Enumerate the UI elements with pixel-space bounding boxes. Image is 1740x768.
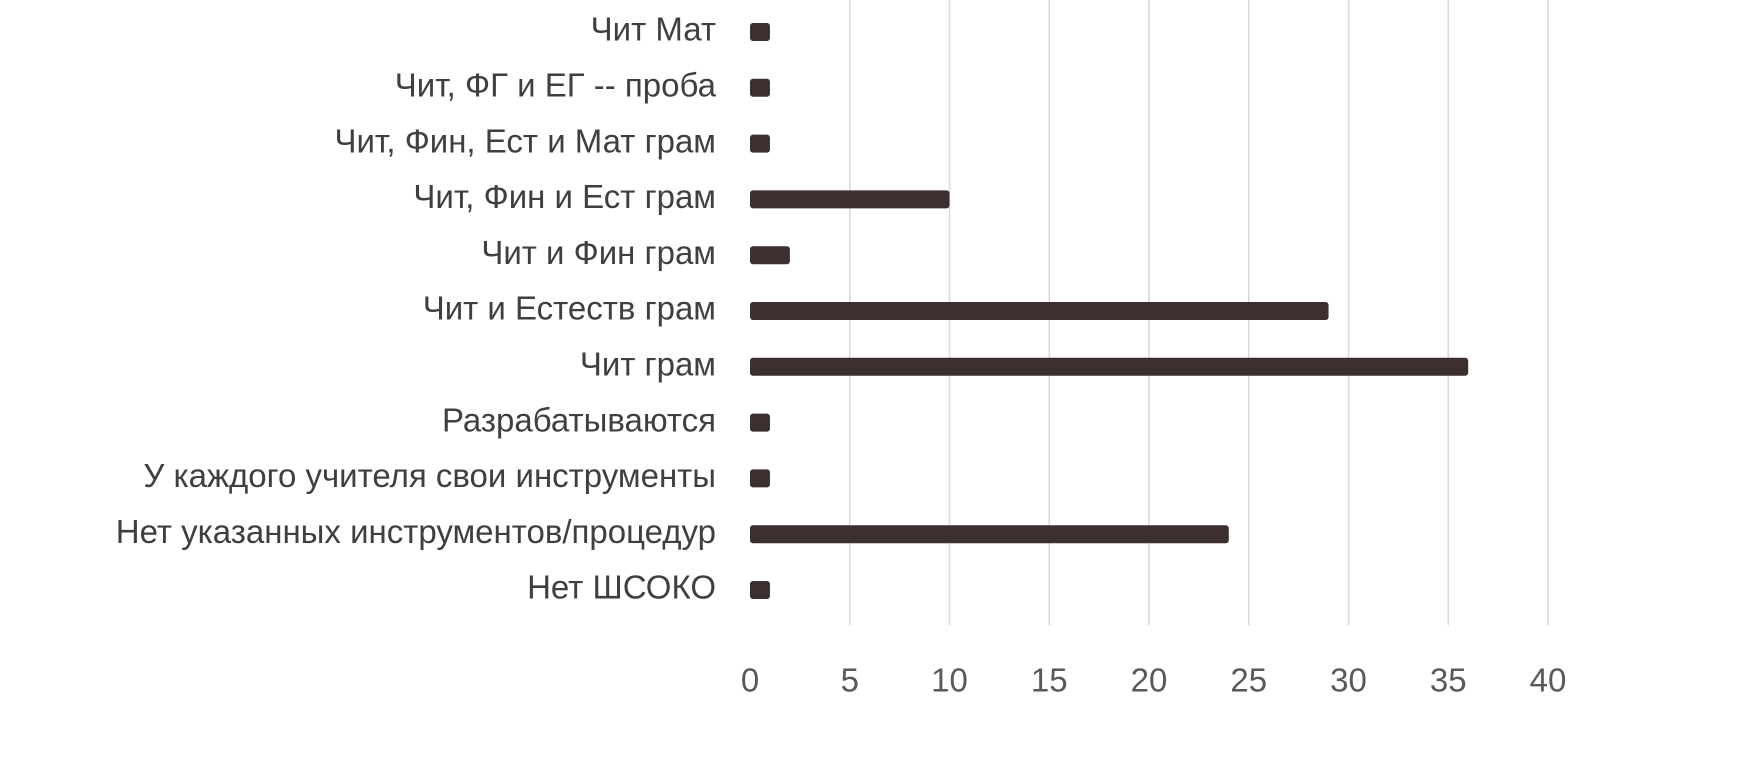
x-tick-label: 10 — [931, 662, 968, 699]
category-label: У каждого учителя свои инструменты — [143, 457, 716, 494]
bar — [750, 357, 1469, 376]
x-tick-label: 40 — [1530, 662, 1567, 699]
x-tick-label: 30 — [1330, 662, 1367, 699]
x-axis-tick-labels: 0 5 10 15 20 25 30 35 40 — [741, 662, 1567, 699]
bar — [750, 469, 770, 488]
category-label: Чит Мат — [591, 11, 716, 48]
bar — [750, 78, 770, 97]
x-tick-label: 15 — [1031, 662, 1068, 699]
category-label: Нет ШСОКО — [527, 569, 716, 606]
category-label: Чит грам — [580, 346, 716, 383]
category-label: Чит, Фин, Ест и Мат грам — [334, 122, 716, 159]
category-labels: Нет ШСОКО Нет указанных инструментов/проц… — [116, 11, 717, 606]
category-label: Чит, Фин и Ест грам — [413, 178, 716, 215]
x-tick-label: 20 — [1131, 662, 1168, 699]
bar-layer — [750, 23, 1469, 599]
category-label: Разрабатываются — [442, 401, 716, 438]
x-tick-label: 0 — [741, 662, 759, 699]
bar — [750, 525, 1229, 544]
x-tick-label: 5 — [841, 662, 859, 699]
bar — [750, 246, 790, 265]
bar — [750, 302, 1329, 320]
bar — [750, 581, 770, 599]
bar — [750, 134, 770, 153]
x-tick-label: 25 — [1230, 662, 1267, 699]
category-label: Чит, ФГ и ЕГ -- проба — [395, 67, 717, 104]
category-label: Чит и Естеств грам — [423, 290, 716, 327]
bar — [750, 190, 950, 209]
category-label: Нет указанных инструментов/процедур — [116, 513, 716, 550]
x-tick-label: 35 — [1430, 662, 1467, 699]
category-label: Чит и Фин грам — [481, 234, 716, 271]
bar — [750, 413, 770, 432]
bar — [750, 23, 770, 41]
